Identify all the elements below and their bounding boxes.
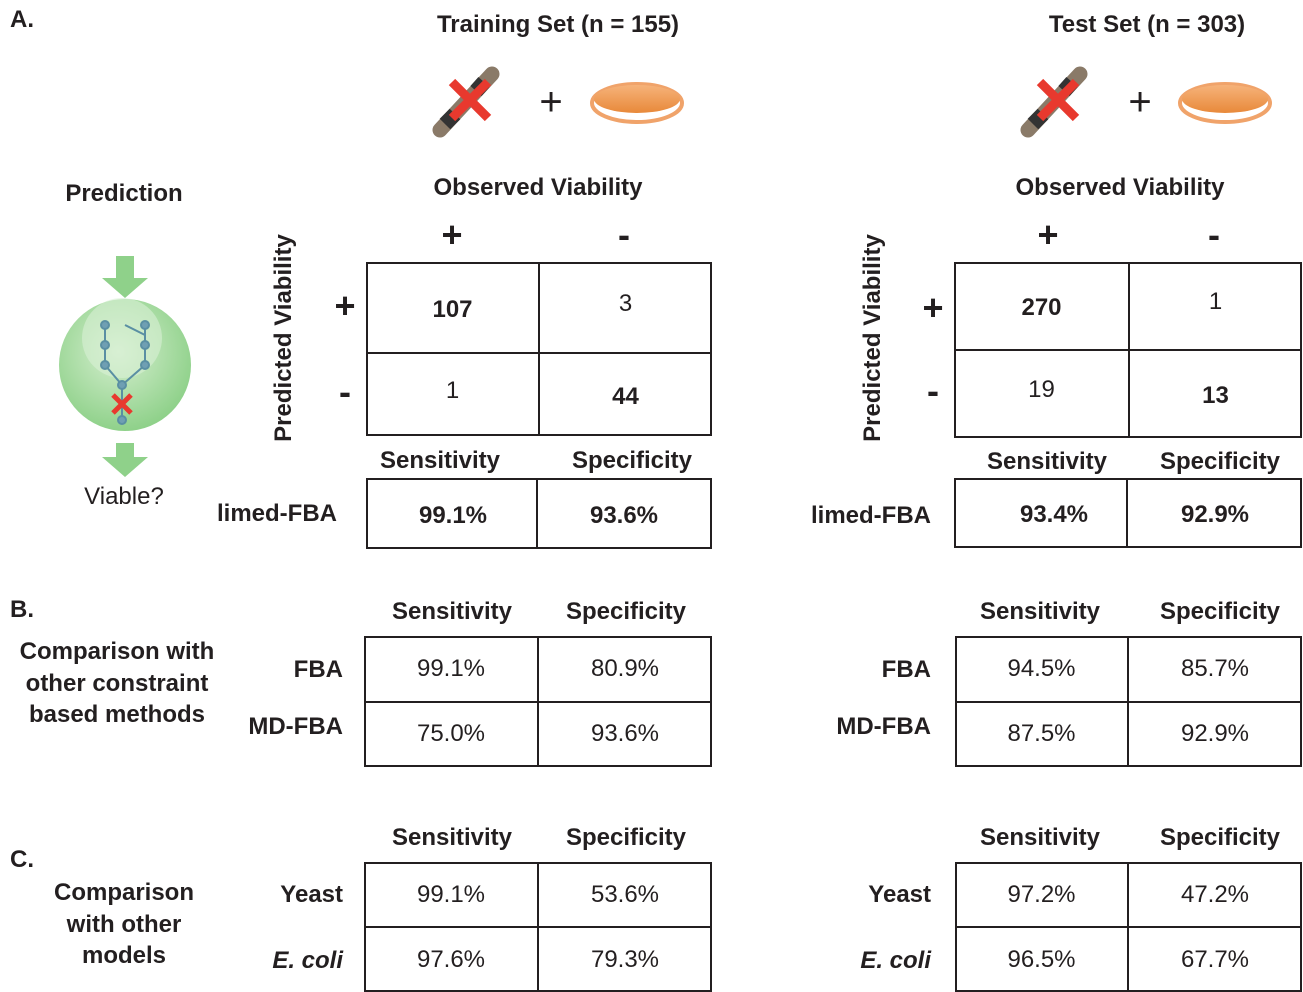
column-sign: + (1037, 217, 1058, 253)
panel-label: B. (10, 598, 34, 622)
set-title: Test Set (n = 303) (1049, 13, 1245, 37)
matrix-cell: 44 (612, 385, 639, 409)
row-name: Yeast (868, 883, 931, 907)
row-name: Yeast (280, 883, 343, 907)
column-sign: - (1208, 217, 1220, 253)
row-sign: - (339, 374, 351, 410)
metric-header: Sensitivity (980, 826, 1100, 850)
matrix-cell: 1 (1209, 290, 1222, 314)
column-sign: + (441, 217, 462, 253)
predicted-header: Predicted Viability (861, 234, 885, 442)
method-name: limed-FBA (217, 502, 337, 526)
predicted-header: Predicted Viability (272, 234, 296, 442)
metric-value: 80.9% (591, 657, 659, 681)
table-divider (364, 926, 712, 928)
matrix-cell: 270 (1021, 296, 1061, 320)
metric-value: 99.1% (417, 883, 485, 907)
row-name: E. coli (860, 949, 931, 973)
metric-header: Specificity (566, 600, 686, 624)
row-name: FBA (882, 658, 931, 682)
metric-value: 75.0% (417, 722, 485, 746)
metric-value: 99.1% (417, 657, 485, 681)
matrix-cell: 107 (432, 298, 472, 322)
metric-value: 96.5% (1007, 948, 1075, 972)
row-name: MD-FBA (836, 715, 931, 739)
panel-label: A. (10, 8, 34, 32)
metric-header: Sensitivity (392, 600, 512, 624)
metric-value: 99.1% (419, 504, 487, 528)
method-name: limed-FBA (811, 504, 931, 528)
metric-value: 92.9% (1181, 503, 1249, 527)
observed-header: Observed Viability (1016, 176, 1225, 200)
table-divider (1126, 478, 1128, 548)
metric-value: 93.6% (591, 722, 659, 746)
metric-value: 47.2% (1181, 883, 1249, 907)
observed-header: Observed Viability (434, 176, 643, 200)
table-divider (366, 352, 712, 354)
matrix-cell: 19 (1028, 378, 1055, 402)
metric-header: Sensitivity (987, 450, 1107, 474)
table-divider (955, 701, 1302, 703)
row-name: FBA (294, 658, 343, 682)
metric-value: 79.3% (591, 948, 659, 972)
prediction-caption: Viable? (84, 485, 164, 509)
metric-value: 87.5% (1007, 722, 1075, 746)
table-border (366, 478, 712, 549)
panel-title: Comparison with other models (34, 877, 214, 972)
row-sign: + (922, 290, 943, 326)
row-sign: - (927, 373, 939, 409)
row-name: MD-FBA (248, 715, 343, 739)
metric-value: 92.9% (1181, 722, 1249, 746)
metric-header: Specificity (566, 826, 686, 850)
metric-header: Specificity (1160, 450, 1280, 474)
column-sign: - (618, 217, 630, 253)
metric-header: Specificity (1160, 600, 1280, 624)
metric-value: 67.7% (1181, 948, 1249, 972)
table-border (954, 478, 1302, 548)
table-divider (536, 478, 538, 549)
plus-sign: + (1128, 82, 1151, 122)
metric-header: Specificity (1160, 826, 1280, 850)
metric-value: 97.2% (1007, 883, 1075, 907)
matrix-cell: 1 (446, 379, 459, 403)
metric-value: 94.5% (1007, 657, 1075, 681)
row-name: E. coli (272, 949, 343, 973)
figure: A. Prediction Viable? Training Set (n = 155… (0, 0, 1303, 992)
table-divider (364, 701, 712, 703)
plus-sign: + (539, 82, 562, 122)
set-title: Training Set (n = 155) (437, 13, 679, 37)
panel-label: C. (10, 848, 34, 872)
metric-header: Sensitivity (380, 449, 500, 473)
table-divider (538, 262, 540, 436)
prediction-title: Prediction (65, 182, 182, 206)
table-divider (954, 349, 1302, 351)
metric-value: 93.6% (590, 504, 658, 528)
row-sign: + (334, 288, 355, 324)
metric-value: 85.7% (1181, 657, 1249, 681)
metric-value: 93.4% (1020, 503, 1088, 527)
metric-header: Specificity (572, 449, 692, 473)
metric-value: 97.6% (417, 948, 485, 972)
panel-title: Comparison with other constraint based m… (4, 636, 230, 731)
matrix-cell: 3 (619, 292, 632, 316)
metric-value: 53.6% (591, 883, 659, 907)
matrix-cell: 13 (1202, 384, 1229, 408)
table-divider (955, 926, 1302, 928)
prediction-icon (59, 256, 191, 477)
metric-header: Sensitivity (980, 600, 1100, 624)
metric-header: Sensitivity (392, 826, 512, 850)
